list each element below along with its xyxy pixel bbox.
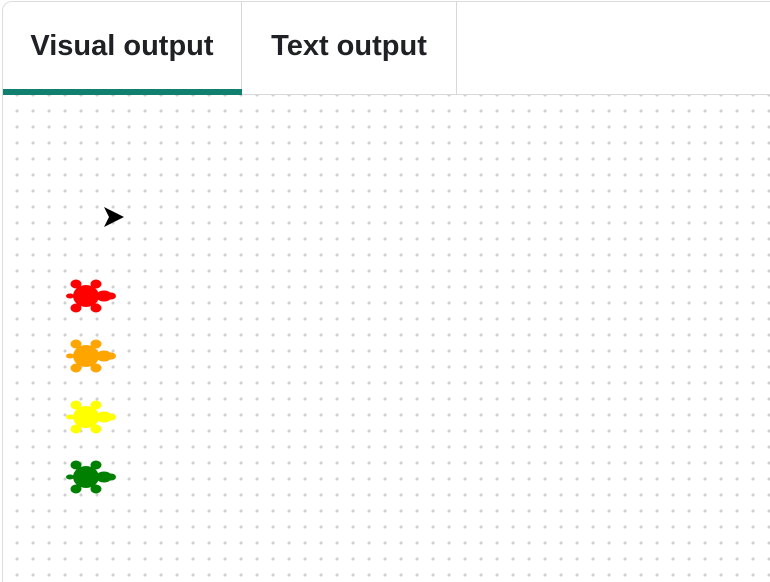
tab-visual-output[interactable]: Visual output [3,2,242,96]
turtle-part [70,484,82,494]
turtle-icon-green [66,460,116,494]
turtle-part [90,400,102,410]
selected-tab-indicator [3,89,242,96]
turtle-part [70,460,82,470]
tab-text-output-label: Text output [271,30,427,62]
turtle-part [73,285,99,307]
arrow-cursor-icon [104,207,124,227]
turtle-part [73,466,99,488]
turtle-part [106,352,116,360]
turtle-part [90,460,102,470]
arrow-cursor-shape [104,207,124,227]
turtle-part [90,339,102,349]
turtle-icon-red [66,279,116,313]
turtle-canvas [3,95,770,582]
turtle-part [73,345,99,367]
turtle-part [90,279,102,289]
tab-text-output[interactable]: Text output [242,2,457,95]
turtle-part [66,293,74,299]
turtle-part [90,363,102,373]
turtle-part [70,303,82,313]
turtle-part [73,406,99,428]
turtle-part [90,484,102,494]
tab-visual-output-label: Visual output [30,30,214,62]
turtle-part [90,303,102,313]
turtle-part [70,339,82,349]
turtle-icon-yellow [66,400,116,434]
turtle-part [66,353,74,359]
turtle-part [66,414,74,420]
turtle-part [106,473,116,481]
turtle-part [70,400,82,410]
turtle-part [106,413,116,421]
turtle-part [70,424,82,434]
tab-bar: Visual output Text output [3,2,770,96]
turtle-part [70,363,82,373]
turtle-part [90,424,102,434]
turtle-part [70,279,82,289]
turtle-part [106,292,116,300]
turtle-icon-orange [66,339,116,373]
turtle-part [66,474,74,480]
